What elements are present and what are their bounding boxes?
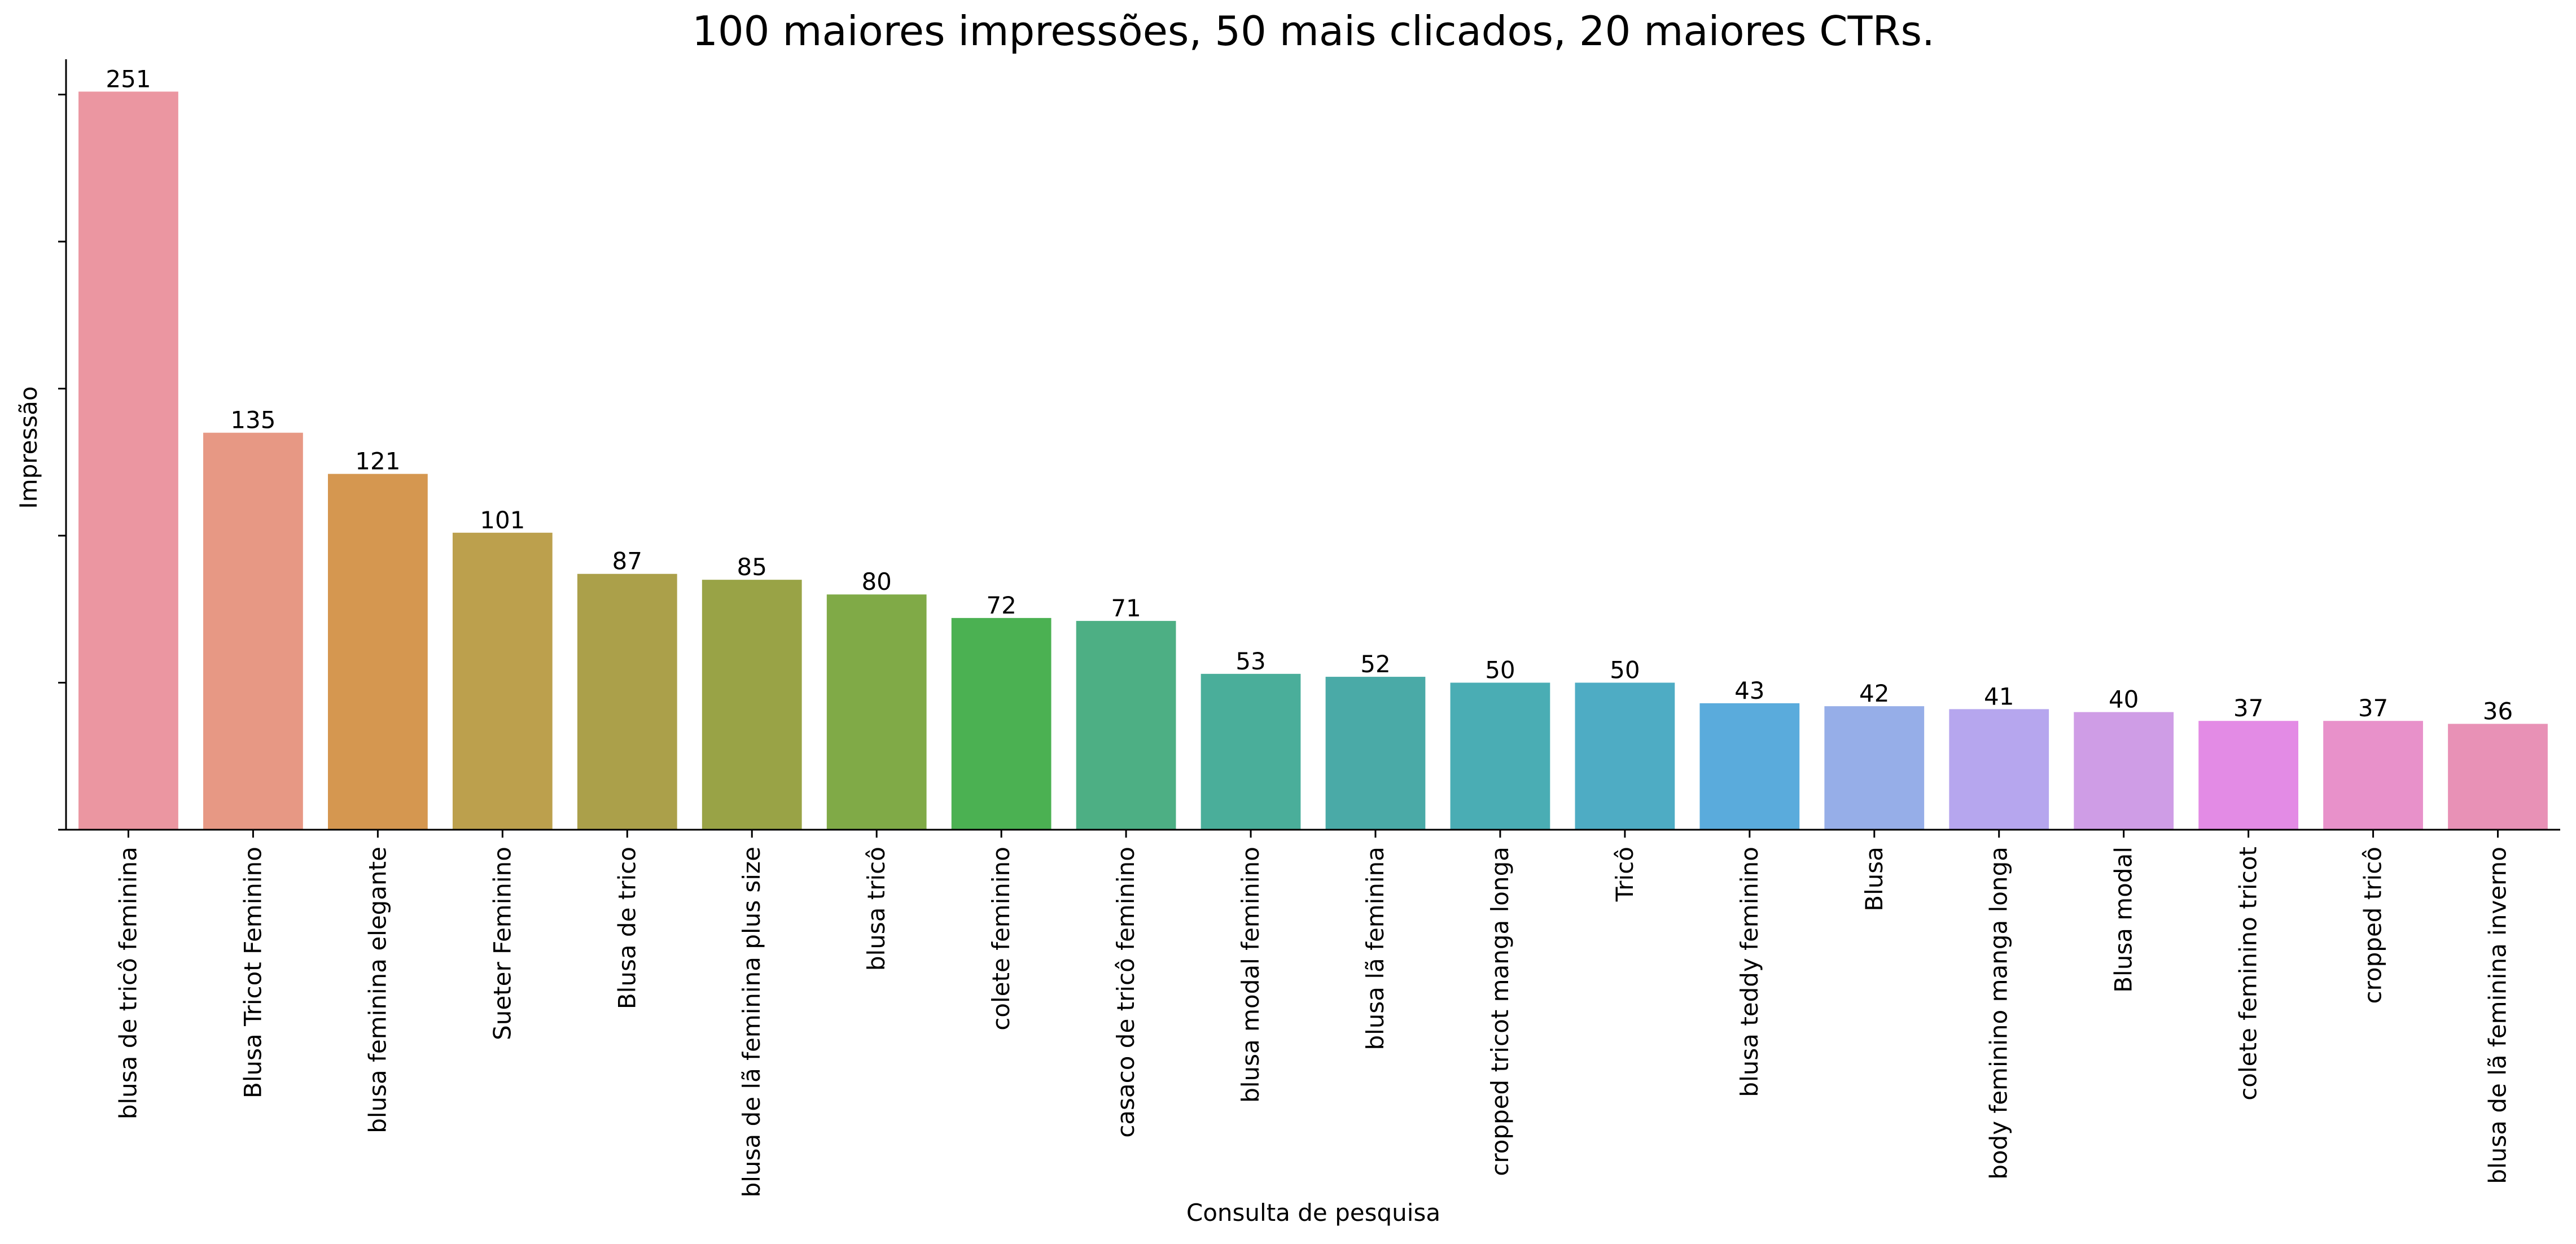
bar-8 <box>951 617 1052 830</box>
bar-5 <box>577 573 677 830</box>
bar-17 <box>2074 712 2174 830</box>
x-tick-label: body feminino manga longa <box>1985 847 2013 1180</box>
x-tick-label: Blusa <box>1860 847 1888 912</box>
bar-18 <box>2198 721 2298 830</box>
x-tick-label: blusa feminina elegante <box>363 847 391 1133</box>
bar-6 <box>702 580 802 830</box>
bar-value-label: 135 <box>230 406 275 434</box>
bar-value-label: 87 <box>612 547 642 575</box>
x-tick-label: cropped tricô <box>2359 847 2387 1004</box>
bar-16 <box>1949 709 2049 830</box>
bar-value-label: 41 <box>1984 682 2014 710</box>
chart-title: 100 maiores impressões, 50 mais clicados… <box>692 7 1935 55</box>
x-tick-label: Blusa modal <box>2110 847 2137 993</box>
x-tick-label: Blusa de trico <box>613 847 641 1009</box>
bar-value-label: 53 <box>1236 647 1265 675</box>
bar-value-label: 52 <box>1360 650 1390 678</box>
x-axis-label: Consulta de pesquisa <box>1186 1199 1440 1227</box>
bar-value-label: 42 <box>1859 680 1889 707</box>
bar-value-label: 251 <box>106 65 151 93</box>
bar-value-label: 43 <box>1734 677 1764 704</box>
bar-11 <box>1325 677 1426 830</box>
x-tick-label: Blusa Tricot Feminino <box>239 847 266 1098</box>
y-ticks-layer <box>58 94 66 831</box>
x-tick-label: colete feminino <box>987 847 1015 1031</box>
bar-value-label: 50 <box>1610 656 1640 684</box>
bar-4 <box>452 532 553 830</box>
bar-3 <box>328 474 428 830</box>
bar-value-label: 85 <box>737 553 766 581</box>
bar-13 <box>1575 682 1675 830</box>
bar-19 <box>2323 721 2423 830</box>
bar-value-label: 72 <box>986 592 1016 619</box>
bar-value-label: 40 <box>2109 686 2139 713</box>
bar-2 <box>203 432 303 830</box>
x-tick-label: blusa modal feminino <box>1237 847 1264 1103</box>
bar-10 <box>1201 673 1301 830</box>
x-tick-label: blusa tricô <box>862 847 890 971</box>
y-axis-label: Impressão <box>15 386 42 509</box>
bar-value-label: 121 <box>355 448 400 475</box>
bar-1 <box>78 91 178 830</box>
data-labels-layer: 251 135 121 101 87 85 80 72 71 53 52 50 50 43 42 41 40 37… <box>106 65 2513 725</box>
bar-value-label: 101 <box>480 506 525 534</box>
bar-15 <box>1824 706 1925 830</box>
bar-14 <box>1699 703 1800 830</box>
x-tick-label: colete feminino tricot <box>2235 847 2262 1101</box>
bars-layer <box>78 91 2548 830</box>
x-tick-label: casaco de tricô feminino <box>1112 847 1140 1138</box>
bar-value-label: 50 <box>1485 656 1515 684</box>
bar-value-label: 71 <box>1111 594 1141 622</box>
x-tick-label: Tricô <box>1611 847 1639 902</box>
x-tick-label: blusa de tricô feminina <box>114 847 142 1119</box>
bar-20 <box>2448 724 2548 830</box>
bar-value-label: 37 <box>2358 694 2388 722</box>
x-tick-label: blusa teddy feminino <box>1736 847 1763 1097</box>
bar-12 <box>1450 682 1550 830</box>
x-tick-label: Sueter Feminino <box>488 847 516 1040</box>
x-tick-label: blusa de lã feminina plus size <box>738 847 765 1197</box>
x-tick-label: blusa lã feminina <box>1361 847 1389 1050</box>
bar-value-label: 36 <box>2483 697 2513 725</box>
bar-7 <box>826 594 927 830</box>
x-tick-label: cropped tricot manga longa <box>1486 847 1514 1176</box>
bar-value-label: 37 <box>2233 694 2263 722</box>
x-tick-label: blusa de lã feminina inverno <box>2484 847 2512 1184</box>
x-ticks-layer: blusa de tricô feminina Blusa Tricot Femi… <box>114 830 2512 1197</box>
bar-9 <box>1076 621 1176 830</box>
bar-value-label: 80 <box>861 568 891 595</box>
